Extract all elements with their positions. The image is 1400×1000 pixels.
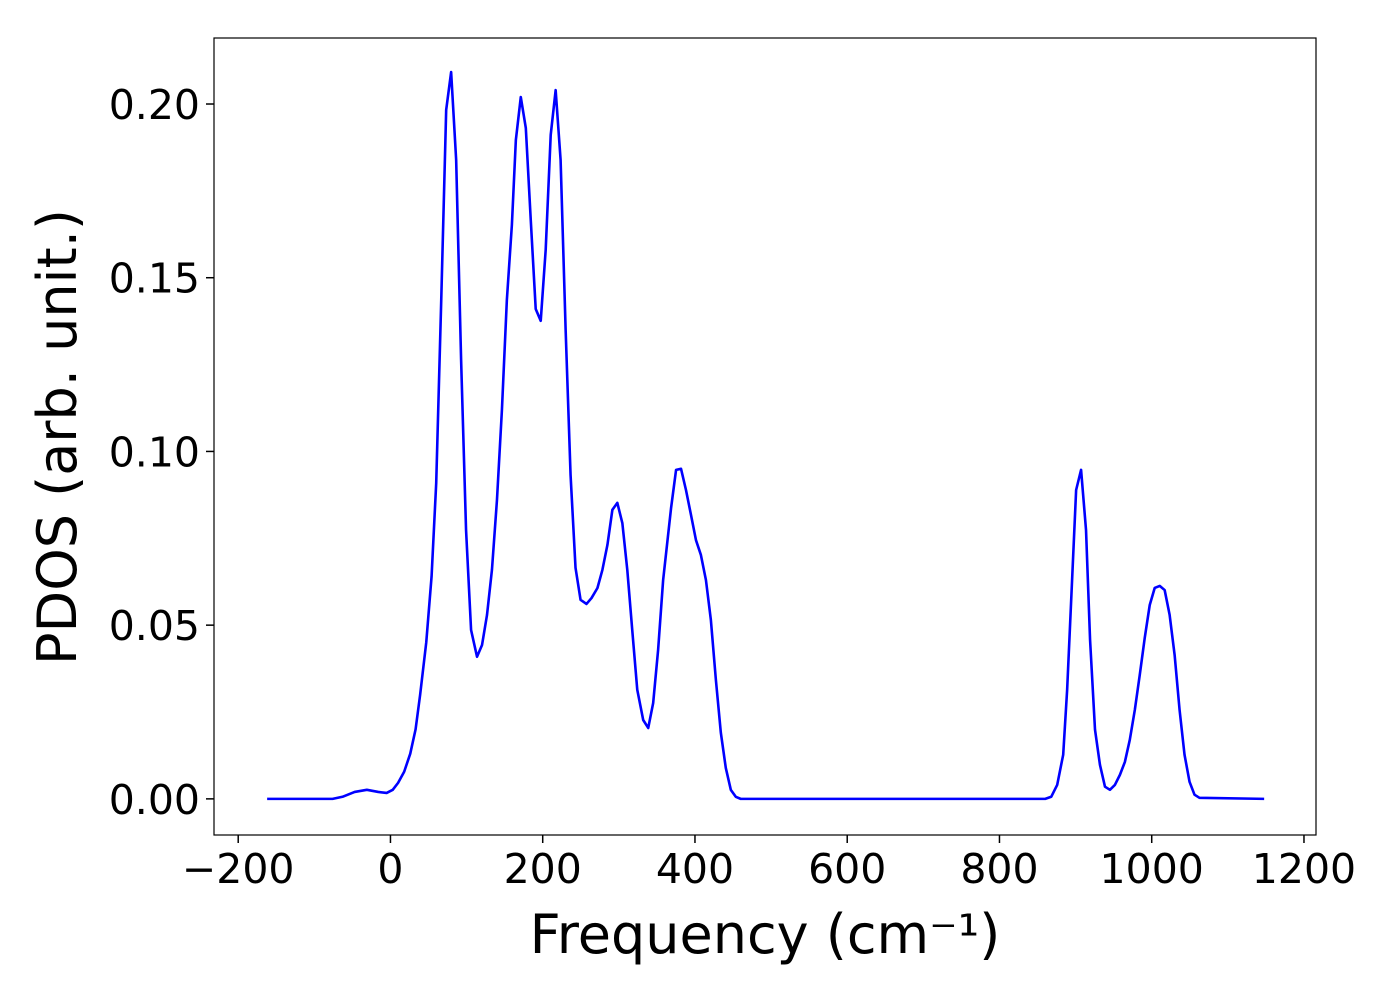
x-tick-label: 200 — [504, 845, 582, 893]
x-tick-label: 0 — [377, 845, 403, 893]
x-axis-label: Frequency (cm⁻¹) — [530, 903, 1001, 966]
y-tick-label: 0.05 — [109, 602, 200, 650]
y-tick-label: 0.15 — [109, 255, 200, 303]
series-line — [267, 70, 1265, 801]
y-tick-label: 0.10 — [109, 428, 200, 476]
x-tick-label: 600 — [808, 845, 886, 893]
y-axis-label: PDOS (arb. unit.) — [26, 209, 89, 665]
x-tick-label: 1000 — [1100, 845, 1204, 893]
y-tick-label: 0.00 — [109, 776, 200, 824]
x-tick-label: −200 — [182, 845, 295, 893]
y-tick-label: 0.20 — [109, 81, 200, 129]
plot-frame — [213, 37, 1317, 836]
x-tick-label: 800 — [960, 845, 1038, 893]
x-tick-label: 400 — [656, 845, 734, 893]
x-tick-label: 1200 — [1252, 845, 1356, 893]
